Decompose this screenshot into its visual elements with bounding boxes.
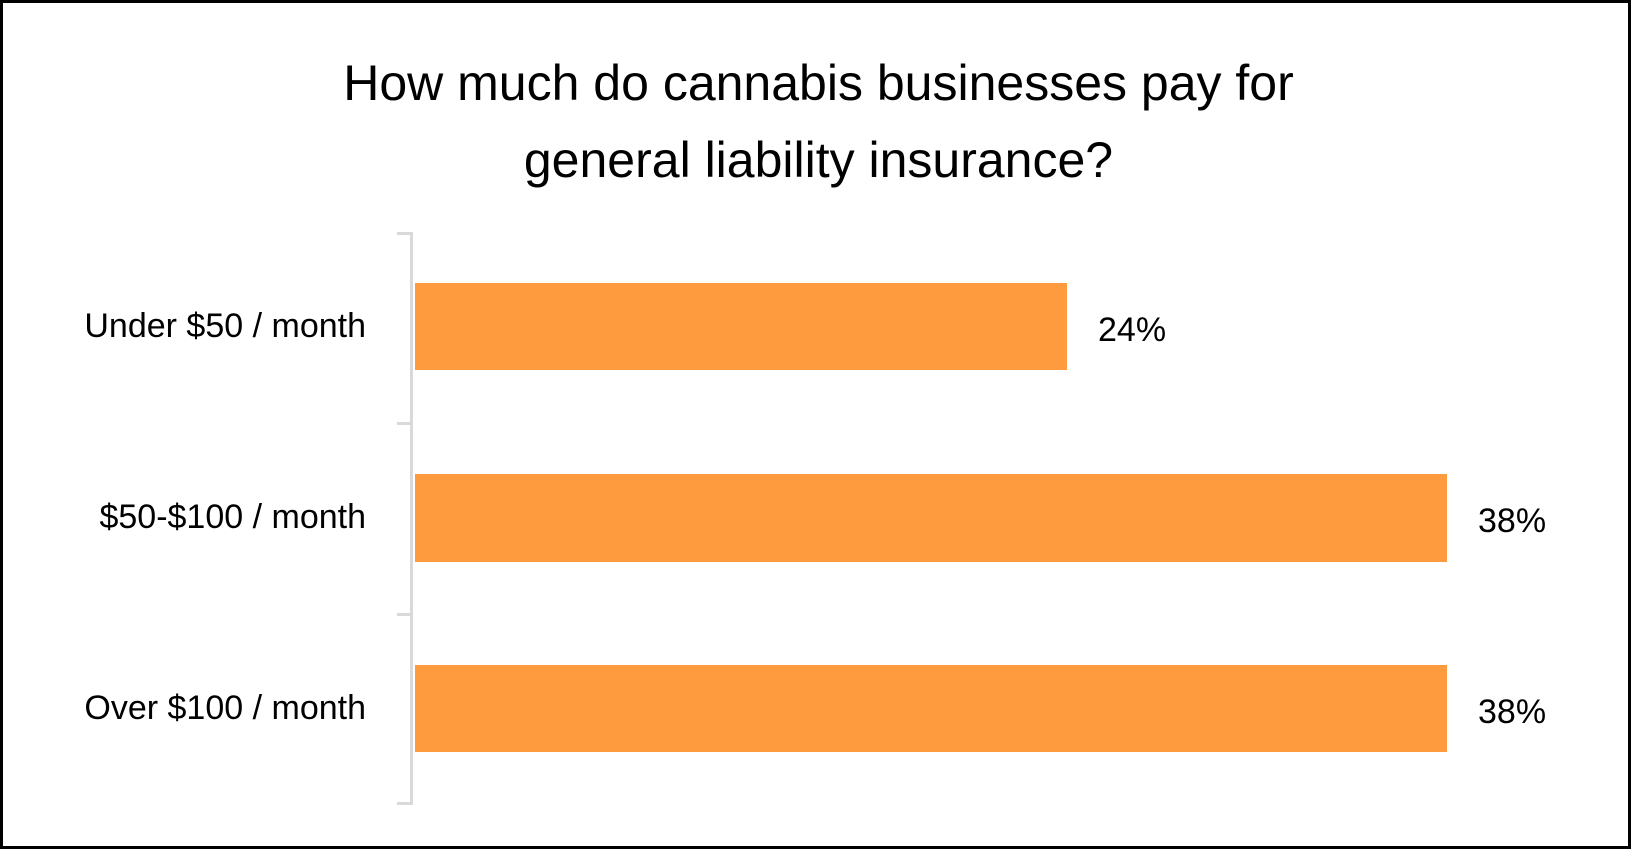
category-label: Over $100 / month [84,689,366,727]
bar [415,283,1067,370]
bar [415,474,1447,562]
y-axis-line [410,232,413,805]
y-axis-tick [397,802,411,805]
chart-title-line-1: How much do cannabis businesses pay for [343,55,1294,111]
value-label: 24% [1098,311,1167,349]
y-axis-tick [397,232,411,235]
value-label: 38% [1478,693,1547,731]
chart-title-line-2: general liability insurance? [523,132,1114,188]
value-label: 38% [1478,502,1547,540]
category-label: $50-$100 / month [99,498,366,536]
y-axis-tick [397,613,411,616]
y-axis-tick [397,422,411,425]
category-label: Under $50 / month [84,307,366,345]
bar [415,665,1447,752]
